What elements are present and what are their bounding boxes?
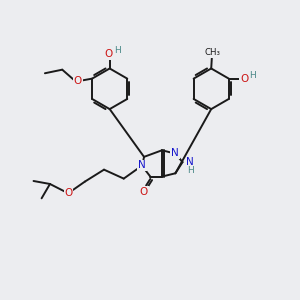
Text: CH₃: CH₃ <box>204 49 220 58</box>
Text: N: N <box>186 158 194 167</box>
Text: N: N <box>138 160 146 170</box>
Text: O: O <box>140 187 148 197</box>
Text: O: O <box>240 74 248 84</box>
Text: H: H <box>114 46 121 55</box>
Text: N: N <box>171 148 179 158</box>
Text: O: O <box>74 76 82 86</box>
Text: H: H <box>249 70 256 80</box>
Text: O: O <box>104 50 112 59</box>
Text: H: H <box>187 166 194 175</box>
Text: O: O <box>64 188 73 198</box>
